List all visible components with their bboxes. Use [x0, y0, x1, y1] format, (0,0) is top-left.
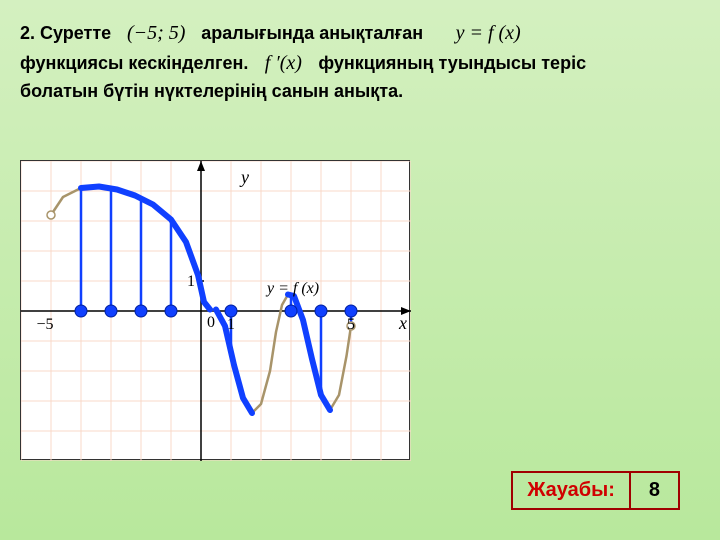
problem-prefix: 2. Суретте	[20, 23, 111, 43]
answer-label: Жауабы:	[513, 473, 631, 508]
problem-line2b: функцияның туындысы теріс	[318, 53, 586, 73]
problem-text-1: аралығында анықталған	[201, 23, 423, 43]
function-eq-math: y = f (x)	[428, 18, 548, 48]
answer-box: Жауабы: 8	[511, 471, 680, 510]
svg-text:0: 0	[207, 314, 215, 331]
svg-text:−5: −5	[36, 316, 53, 333]
chart-svg: yx−50151y = f (x)	[21, 161, 411, 461]
svg-text:1: 1	[187, 273, 195, 290]
derivative-math: f ′(x)	[253, 48, 313, 78]
chart-container: yx−50151y = f (x)	[20, 160, 410, 460]
svg-text:x: x	[398, 313, 407, 333]
problem-line2a: функциясы кескінделген.	[20, 53, 248, 73]
interval-math: (−5; 5)	[116, 18, 196, 48]
svg-text:1: 1	[227, 316, 235, 333]
svg-text:5: 5	[347, 316, 355, 333]
svg-text:y = f (x): y = f (x)	[265, 280, 319, 297]
problem-text: 2. Суретте (−5; 5) аралығында анықталған…	[20, 18, 700, 105]
svg-text:y: y	[239, 167, 249, 187]
problem-line3: болатын бүтін нүктелерінің санын анықта.	[20, 81, 403, 101]
answer-value: 8	[631, 473, 678, 508]
